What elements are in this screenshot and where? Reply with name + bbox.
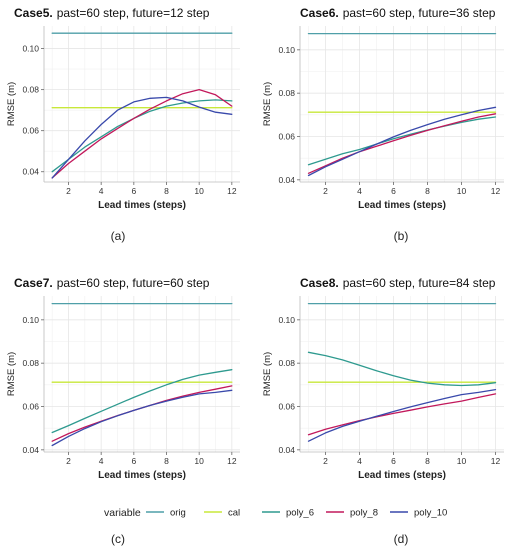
chart-title-case: Case6. (300, 6, 339, 20)
chart-title-case: Case7. (14, 276, 53, 290)
y-tick-label: 0.04 (278, 175, 295, 185)
caption-c: (c) (111, 532, 125, 546)
legend-item-orig: orig (146, 508, 186, 519)
y-tick-label: 0.08 (278, 88, 295, 98)
caption-d: (d) (394, 532, 409, 546)
chart-panel-2: Case6. past=60 step, future=36 step 2 4 6 8 10… (262, 6, 504, 211)
x-tick-label: 8 (425, 456, 430, 466)
y-tick-label: 0.04 (278, 445, 295, 455)
x-tick-label: 12 (227, 456, 237, 466)
chart-panel-1: Case5. past=60 step, future=12 step 2 4 6 8 10… (6, 6, 240, 211)
x-tick-label: 10 (194, 186, 204, 196)
series-line-poly-8 (307, 113, 497, 174)
legend-item-poly-8: poly_8 (326, 508, 378, 519)
series-line-poly-10 (307, 106, 497, 177)
y-tick-label: 0.10 (22, 315, 39, 325)
x-axis-label: Lead times (steps) (98, 470, 186, 481)
x-tick-label: 6 (391, 186, 396, 196)
y-tick-label: 0.06 (278, 402, 295, 412)
y-tick-label: 0.06 (278, 132, 295, 142)
x-tick-label: 10 (457, 456, 467, 466)
series-line-poly-10 (51, 389, 233, 447)
series-line-poly-6 (307, 116, 497, 166)
x-tick-label: 12 (491, 186, 501, 196)
legend-item-poly-6: poly_6 (262, 508, 314, 519)
legend-label: orig (170, 508, 186, 519)
x-tick-label: 6 (391, 456, 396, 466)
legend-label: poly_10 (414, 508, 447, 519)
y-tick-label: 0.10 (278, 45, 295, 55)
x-tick-label: 8 (164, 456, 169, 466)
series-line-poly-10 (51, 96, 233, 179)
chart-title: Case5. past=60 step, future=12 step (14, 6, 210, 20)
chart-panel-3: Case7. past=60 step, future=60 step 2 4 6 8 10… (6, 276, 240, 481)
x-tick-label: 12 (227, 186, 237, 196)
series-line-poly-6 (51, 369, 233, 434)
x-tick-label: 4 (99, 186, 104, 196)
chart-title-detail: past=60 step, future=84 step (343, 276, 496, 290)
legend-label: cal (228, 508, 240, 519)
x-tick-label: 2 (66, 186, 71, 196)
legend-title: variable (104, 507, 141, 519)
legend-item-poly-10: poly_10 (390, 508, 447, 519)
x-axis-label: Lead times (steps) (358, 200, 446, 211)
plot-area (44, 296, 240, 452)
chart-title-case: Case8. (300, 276, 339, 290)
y-tick-label: 0.04 (22, 445, 39, 455)
y-tick-label: 0.08 (278, 358, 295, 368)
y-axis-label: RMSE (m) (262, 352, 273, 396)
chart-title: Case7. past=60 step, future=60 step (14, 276, 210, 290)
plot-area (300, 296, 504, 452)
x-tick-label: 4 (99, 456, 104, 466)
caption-a: (a) (111, 229, 126, 243)
x-tick-label: 10 (194, 456, 204, 466)
x-tick-label: 6 (131, 186, 136, 196)
legend-item-cal: cal (204, 508, 240, 519)
x-tick-label: 4 (357, 186, 362, 196)
y-tick-label: 0.06 (22, 402, 39, 412)
x-tick-label: 8 (164, 186, 169, 196)
chart-title: Case8. past=60 step, future=84 step (300, 276, 496, 290)
y-tick-label: 0.08 (22, 85, 39, 95)
chart-title: Case6. past=60 step, future=36 step (300, 6, 496, 20)
legend-items: orig cal poly_6 poly_8 poly_10 (146, 508, 447, 519)
series-line-poly-8 (307, 393, 497, 436)
y-axis-label: RMSE (m) (262, 82, 273, 126)
y-tick-label: 0.10 (278, 315, 295, 325)
caption-b: (b) (394, 229, 409, 243)
x-tick-label: 2 (323, 186, 328, 196)
legend-label: poly_6 (286, 508, 314, 519)
series-line-poly-6 (307, 351, 497, 387)
x-tick-label: 8 (425, 186, 430, 196)
x-axis-label: Lead times (steps) (98, 200, 186, 211)
y-axis-label: RMSE (m) (6, 82, 17, 126)
legend-label: poly_8 (350, 508, 378, 519)
x-tick-label: 12 (491, 456, 501, 466)
y-tick-label: 0.06 (22, 126, 39, 136)
plot-area (44, 26, 240, 182)
y-axis-label: RMSE (m) (6, 352, 17, 396)
chart-title-detail: past=60 step, future=12 step (57, 6, 210, 20)
chart-title-case: Case5. (14, 6, 53, 20)
x-tick-label: 4 (357, 456, 362, 466)
series-line-poly-6 (51, 99, 233, 173)
y-tick-label: 0.04 (22, 167, 39, 177)
chart-panel-4: Case8. past=60 step, future=84 step 2 4 6 8 10… (262, 276, 504, 481)
y-tick-label: 0.08 (22, 358, 39, 368)
y-tick-label: 0.10 (22, 44, 39, 54)
chart-title-detail: past=60 step, future=60 step (57, 276, 210, 290)
x-axis-label: Lead times (steps) (358, 470, 446, 481)
series-line-poly-8 (51, 88, 233, 179)
series-line-poly-10 (307, 388, 497, 442)
panels: Case5. past=60 step, future=12 step 2 4 6 8 10… (6, 6, 504, 481)
chart-title-detail: past=60 step, future=36 step (343, 6, 496, 20)
x-tick-label: 6 (131, 456, 136, 466)
plot-area (300, 26, 504, 182)
x-tick-label: 2 (323, 456, 328, 466)
legend: variable orig cal poly_6 poly_8 poly_10 (104, 507, 447, 519)
x-tick-label: 2 (66, 456, 71, 466)
x-tick-label: 10 (457, 186, 467, 196)
